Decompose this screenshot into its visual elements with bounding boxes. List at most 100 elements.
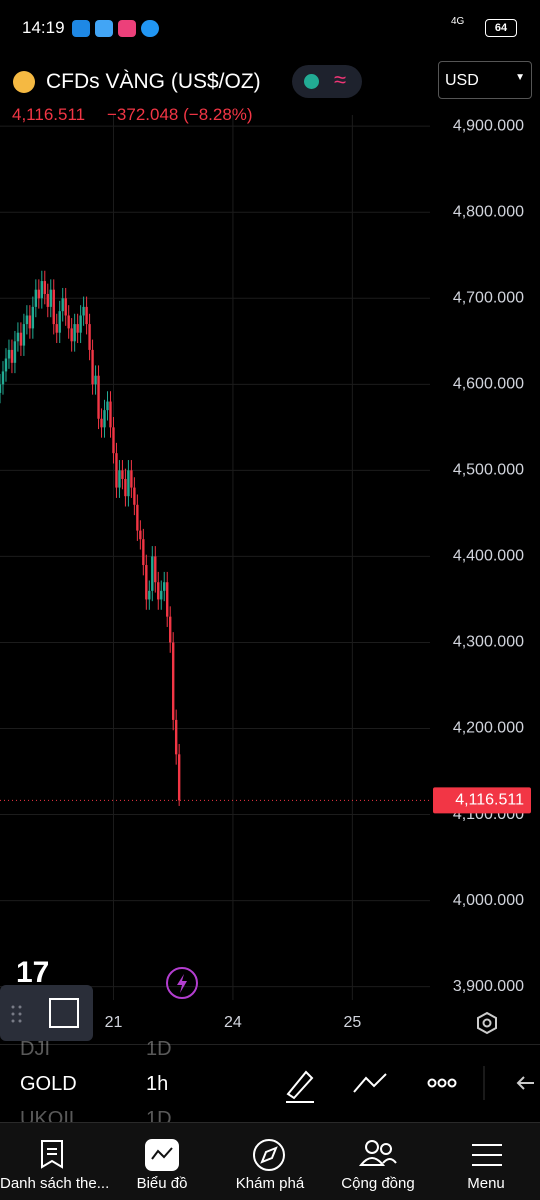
- candle-body: [25, 315, 29, 325]
- candle-body: [154, 556, 157, 583]
- candle-body: [130, 470, 133, 488]
- candle-body: [103, 410, 106, 428]
- candle-body: [13, 341, 17, 363]
- x-tick-label: 21: [105, 1014, 123, 1031]
- last-price-label: 4,116.511: [455, 792, 524, 809]
- y-tick-label: 4,400.000: [453, 548, 524, 565]
- candle-body: [4, 358, 8, 372]
- candle-body: [121, 470, 124, 479]
- candle-body: [85, 306, 88, 325]
- watch-symbol[interactable]: DJI: [20, 1038, 50, 1060]
- status-pill[interactable]: ≈: [292, 65, 362, 98]
- nav-item[interactable]: Khám phá: [235, 1175, 305, 1192]
- status-time: 14:19: [22, 18, 65, 37]
- candle-body: [7, 349, 11, 359]
- candle-body: [136, 504, 139, 531]
- flash-icon[interactable]: [165, 966, 199, 1000]
- currency-select[interactable]: USD ▼: [438, 61, 532, 99]
- last-price-box: [433, 787, 531, 814]
- candle-body: [52, 289, 55, 325]
- candles: [0, 270, 181, 806]
- watch-interval: 1D: [146, 1038, 172, 1060]
- candle-body: [133, 487, 136, 505]
- candle-body: [177, 754, 181, 801]
- candle-body: [16, 332, 20, 342]
- y-tick-label: 4,900.000: [453, 117, 524, 134]
- candle-body: [88, 324, 91, 350]
- candle-body: [46, 293, 49, 307]
- divider: [0, 1044, 540, 1045]
- candle-body: [112, 427, 115, 454]
- tradingview-logo: 17: [16, 956, 50, 989]
- candle-body: [76, 324, 79, 333]
- candle-body: [55, 324, 58, 333]
- candle-body: [169, 616, 172, 643]
- candle-body: [127, 470, 130, 497]
- nav-item[interactable]: Cộng đồng: [341, 1175, 415, 1192]
- candle-body: [100, 418, 103, 428]
- candle-body: [115, 453, 118, 488]
- candle-body: [94, 375, 97, 385]
- candle-body: [174, 719, 178, 755]
- y-tick-label: 3,900.000: [453, 978, 524, 995]
- candle-body: [160, 590, 163, 600]
- candle-body: [28, 315, 32, 329]
- candle-body: [19, 332, 23, 346]
- candle-body: [166, 582, 169, 617]
- watch-symbol[interactable]: GOLD: [20, 1073, 77, 1095]
- candle-body: [79, 315, 82, 333]
- price: 4,116.511: [12, 105, 86, 124]
- y-tick-label: 4,700.000: [453, 289, 524, 306]
- labels: 3,900.0004,000.0004,100.0004,200.0004,30…: [0, 117, 531, 1031]
- draw-icon[interactable]: [286, 1070, 314, 1103]
- candle-body: [43, 281, 46, 294]
- candle-body: [148, 590, 151, 600]
- candle-body: [22, 324, 26, 346]
- y-tick-label: 4,800.000: [453, 203, 524, 220]
- app-icon: [95, 20, 113, 37]
- candle-body: [61, 298, 64, 312]
- candle-body: [73, 324, 76, 342]
- drawing-toolbar[interactable]: [0, 985, 95, 1041]
- y-tick-label: 4,200.000: [453, 720, 524, 737]
- candle-body: [67, 315, 70, 329]
- candle-body: [40, 281, 44, 299]
- candle-body: [124, 478, 127, 497]
- app-icon: [72, 20, 90, 37]
- x-tick-label: 24: [224, 1014, 242, 1031]
- price-change: −372.048 (−8.28%): [107, 105, 253, 124]
- candle-body: [49, 289, 52, 307]
- watch-interval: 1h: [146, 1073, 169, 1095]
- nav-bar: Danh sách the... Biểu đồ Khám phá Cộng đồng…: [0, 1122, 540, 1200]
- y-tick-label: 4,000.000: [453, 892, 524, 909]
- app-icon: [118, 20, 136, 37]
- undo-icon[interactable]: [516, 1076, 534, 1090]
- candle-body: [70, 328, 73, 342]
- indicator-icon[interactable]: [353, 1073, 387, 1093]
- candle-body: [139, 530, 142, 540]
- more-icon[interactable]: [427, 1078, 457, 1088]
- candle-body: [58, 311, 61, 333]
- y-tick-label: 4,500.000: [453, 462, 524, 479]
- candle-body: [82, 306, 85, 316]
- candle-body: [10, 349, 14, 363]
- candle-body: [34, 289, 38, 307]
- candle-body: [109, 401, 112, 428]
- grid: [0, 115, 430, 1000]
- app-icon: [141, 20, 159, 37]
- nav-icons: [41, 1139, 502, 1171]
- nav-item[interactable]: Biểu đồ: [136, 1175, 188, 1192]
- candle-body: [91, 349, 94, 385]
- settings-icon[interactable]: [474, 1010, 500, 1036]
- symbol-title[interactable]: CFDs VÀNG (US$/OZ): [46, 70, 261, 93]
- candle-body: [145, 565, 148, 600]
- battery: 64: [485, 19, 517, 37]
- nav-item[interactable]: Danh sách the...: [0, 1175, 110, 1192]
- candle-body: [142, 539, 145, 566]
- candle-body: [37, 289, 41, 299]
- nav-item[interactable]: Menu: [467, 1175, 505, 1192]
- symbol-logo: [13, 71, 35, 93]
- candle-body: [1, 371, 5, 385]
